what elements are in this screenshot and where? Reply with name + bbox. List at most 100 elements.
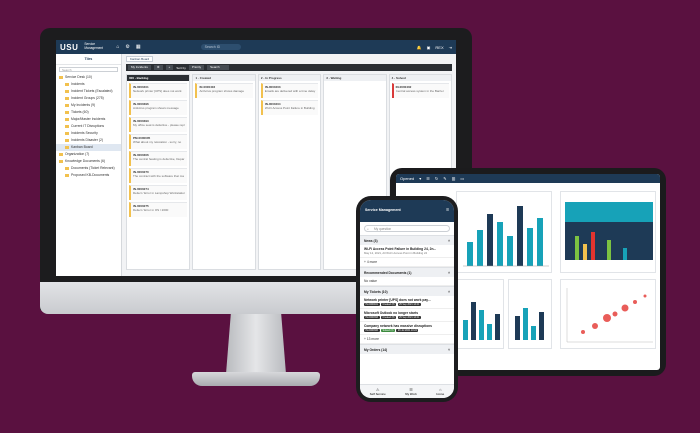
list-icon[interactable]: ☰ (426, 176, 430, 181)
chevron-down-icon[interactable]: ˅ (448, 348, 450, 352)
sidebar-item[interactable]: My Incidents (9) (56, 102, 121, 109)
sidebar-item[interactable]: Kanban Board (56, 144, 121, 151)
add-icon[interactable]: + (165, 65, 174, 70)
kanban-card[interactable]: IN-0000403 Emails are delivered with a ti… (260, 83, 319, 98)
chevron-up-icon[interactable]: ˄ (448, 290, 450, 294)
kanban-card[interactable]: IN-0000404 Wi-Fi Access Point Failure in … (260, 100, 319, 115)
sidebar-item-label: Knowledge Documents (6) (65, 159, 105, 163)
news-title: Wi-Fi Access Point Failure in Building 2… (364, 247, 437, 251)
chevron-up-icon[interactable]: ˄ (448, 239, 450, 243)
scatter-chart (566, 288, 653, 343)
sidebar-item[interactable]: Documents (Ticket Relevant) (56, 165, 121, 172)
list-item[interactable]: Wi-Fi Access Point Failure in Building 2… (360, 245, 454, 258)
kanban-column-title: 000 - Backlog (127, 75, 190, 81)
nav-my-work[interactable]: ☰ My Work (405, 387, 417, 396)
sidebar-item[interactable]: Proposed KB-Documents (56, 172, 121, 179)
kanban-card[interactable]: IN-0000393 My office seat is defective - … (129, 117, 188, 132)
card-id: IN-0000274 (133, 187, 149, 191)
phone-header: Service Management ☰ (360, 200, 454, 222)
folder-icon (65, 145, 69, 149)
home-icon: ⌂ (439, 387, 442, 392)
small-bar-chart-2 (515, 308, 544, 340)
sidebar-item[interactable]: Incidents Disaster (2) (56, 137, 121, 144)
card-id: IN-0000402 (199, 85, 216, 89)
tab-kanban-board[interactable]: Kanban Board (126, 56, 154, 62)
folder-icon (65, 103, 69, 107)
global-search-input[interactable]: Search ID (200, 44, 241, 50)
kanban-search-input[interactable]: Search (207, 65, 230, 70)
usu-logo: USU (60, 42, 79, 52)
sidebar-item[interactable]: Incidents (56, 81, 121, 88)
sidebar-item[interactable]: Incident Groups (275) (56, 95, 121, 102)
section-news[interactable]: News (3) ˄ (360, 235, 454, 245)
card-id: PM-0000005 (133, 136, 151, 140)
ticket-row[interactable]: Network printer [UPS] does not work pay.… (360, 296, 454, 309)
chevron-up-icon[interactable]: ˄ (448, 271, 450, 275)
phone-search-placeholder: My question (374, 227, 392, 231)
sidebar-search-input[interactable]: Search (59, 67, 118, 72)
ticket-row[interactable]: Microsoft Outlook no longer starts IN-000… (360, 309, 454, 322)
kanban-card[interactable]: IN-0000402 Central access system in the B… (391, 83, 450, 98)
kanban-card[interactable]: IN-0000401 Network printer [UPS] does not… (129, 83, 188, 98)
grid-icon[interactable]: ▦ (135, 44, 141, 50)
section-title: Recommended Documents (1) (364, 271, 412, 275)
kanban-card[interactable]: IN-0000274 Defect / Error in Lampshop Wor… (129, 185, 188, 200)
edit-icon[interactable]: ✎ (443, 176, 447, 181)
chart-icon[interactable]: ▥ (451, 176, 456, 181)
sidebar-item[interactable]: Incident Tickets (Escalated) (56, 88, 121, 95)
refresh-icon[interactable]: ↻ (434, 176, 439, 181)
notification-icon[interactable]: 🔔 (416, 44, 422, 50)
ticket-tags: IN-0000306 Solved (3) 29 Jul 2021 10:22 (364, 329, 450, 332)
sidebar-item[interactable]: Organization (7) (56, 151, 121, 158)
phone-bottom-nav: ⚠ Self Service ☰ My Work ⌂ Home (360, 384, 454, 398)
section-title: My Orders (14) (364, 348, 388, 352)
phone-search-input[interactable]: ⌕ My question (364, 225, 450, 232)
filter-dropdown[interactable]: My Incidents (128, 65, 151, 70)
phone-frame: Service Management ☰ ⌕ My question News … (356, 196, 458, 402)
settings-icon[interactable]: ⚙ (125, 44, 130, 50)
sort-dropdown[interactable]: Priority (188, 65, 205, 70)
settings-icon[interactable]: ⚙ (153, 65, 163, 70)
kanban-card[interactable]: IN-0000270 The contract with the software… (129, 168, 188, 183)
sidebar-item[interactable]: Service Desk (10) (56, 74, 121, 81)
sidebar-item[interactable]: Knowledge Documents (6) (56, 158, 121, 165)
sidebar-item[interactable]: Tickets (60) (56, 109, 121, 116)
sidebar-item[interactable]: Incidents Security (56, 130, 121, 137)
logout-icon[interactable]: ⇥ (448, 44, 452, 50)
user-name[interactable]: REX (435, 44, 444, 50)
home-icon[interactable]: ⌂ (116, 44, 120, 50)
user-avatar[interactable]: ▣ (426, 44, 431, 50)
folder-icon (65, 82, 69, 86)
news-more-link[interactable]: + 4 more (360, 258, 454, 267)
screen-icon[interactable]: ▭ (460, 176, 465, 181)
sidebar-item[interactable]: Current IT Disruptions (56, 123, 121, 130)
kanban-card[interactable]: IN-0000396 Antivirus program shows messag… (129, 100, 188, 115)
no-value-text: No value (360, 277, 454, 286)
tickets-more-link[interactable]: + 13 more (360, 335, 454, 344)
status-badge: Solved (3) (381, 329, 395, 332)
heatmap-panel (560, 191, 656, 273)
sidebar-item[interactable]: Major/Master Incidents (56, 116, 121, 123)
folder-icon (65, 131, 69, 135)
card-text: Network printer [UPS] does not work (133, 89, 182, 93)
section-my-orders[interactable]: My Orders (14) ˅ (360, 344, 454, 354)
kanban-card[interactable]: IN-0000306 The central heating is defecti… (129, 151, 188, 166)
tab-opened[interactable]: Opened (400, 176, 415, 181)
card-text: The contract with the software that ma (133, 174, 184, 178)
nav-home[interactable]: ⌂ Home (436, 387, 445, 396)
imac-stand (226, 314, 286, 374)
kanban-card[interactable]: PM-0000005 What about my relocation - sor… (129, 134, 188, 149)
ticket-row[interactable]: Company network has massive disruptions I… (360, 322, 454, 335)
section-my-tickets[interactable]: My Tickets (10) ˄ (360, 286, 454, 296)
menu-icon[interactable]: ☰ (446, 208, 449, 212)
kanban-card[interactable]: IN-0000275 Defect / Error in OS / 2000 (129, 202, 188, 217)
card-id: IN-0000275 (133, 204, 149, 208)
status-badge: Created (8) (381, 303, 397, 306)
nav-self-service[interactable]: ⚠ Self Service (369, 387, 386, 396)
chevron-down-icon[interactable]: ▾ (419, 176, 422, 181)
sidebar-title: Tiles (56, 54, 121, 65)
kanban-column-title: 2 - In Progress (258, 75, 321, 81)
kanban-card[interactable]: IN-0000402 Antivirus program shows damage (195, 83, 253, 98)
status-badge: 29 Jul 2021 10:22 (396, 329, 419, 332)
section-recommended[interactable]: Recommended Documents (1) ˄ (360, 267, 454, 277)
